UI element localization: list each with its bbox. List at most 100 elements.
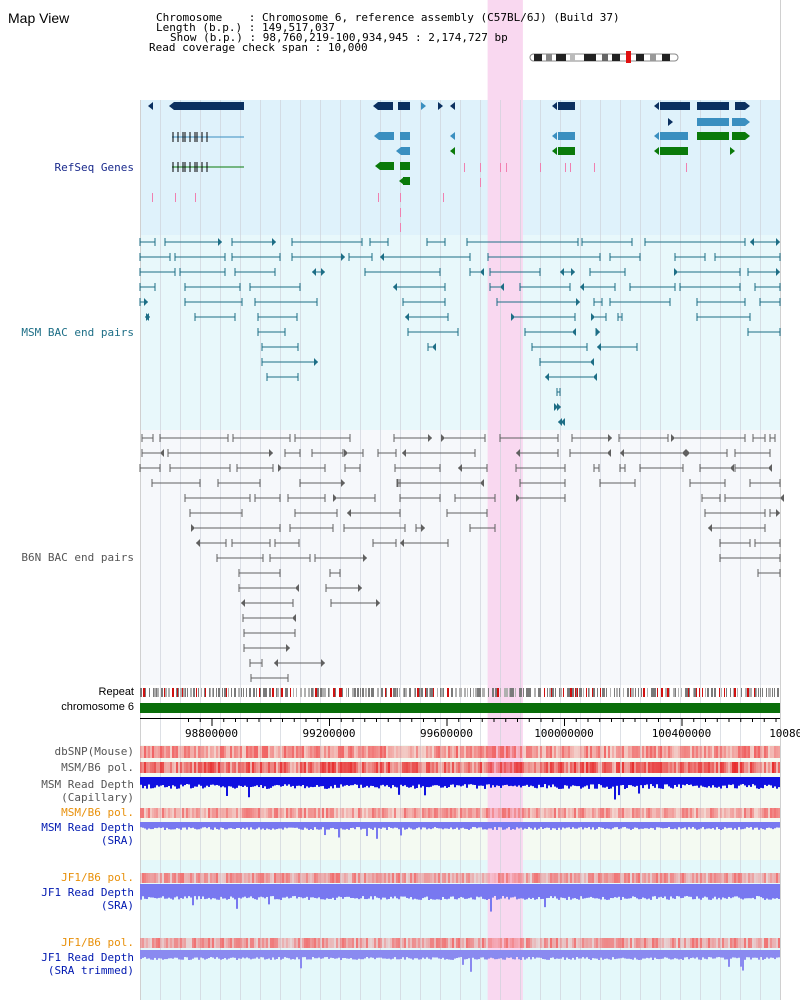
track-label-msm-b6-pol[interactable]: MSM/B6 pol. — [61, 761, 134, 774]
repeat-element — [357, 688, 359, 697]
pol-cell — [676, 873, 678, 883]
depth-bar — [276, 822, 278, 830]
repeat-element — [308, 688, 310, 697]
repeat-element — [506, 688, 508, 697]
pol-cell — [516, 873, 518, 883]
pol-cell — [388, 873, 390, 883]
track-label-msm-bac[interactable]: MSM BAC end pairs — [21, 326, 134, 339]
track-label-msm-b6-pol-2[interactable]: MSM/B6 pol. — [61, 806, 134, 819]
gene-arrow — [745, 132, 750, 140]
pol-cell — [534, 808, 536, 818]
ideogram-band — [612, 54, 620, 61]
track-label-jf1-depth-trimmed[interactable]: JF1 Read Depth (SRA trimmed) — [41, 951, 134, 977]
pol-cell — [456, 808, 458, 818]
track-label-b6n-bac[interactable]: B6N BAC end pairs — [21, 551, 134, 564]
depth-bar — [528, 884, 530, 898]
pol-cell — [310, 808, 312, 818]
pol-cell — [152, 873, 154, 883]
pol-cell — [256, 873, 258, 883]
depth-bar — [754, 777, 756, 786]
track-label-jf1-pol-2[interactable]: JF1/B6 pol. — [61, 936, 134, 949]
pol-cell — [218, 938, 220, 948]
pol-cell — [610, 746, 612, 758]
pol-cell — [300, 746, 302, 758]
pol-cell — [188, 873, 190, 883]
depth-bar — [366, 822, 368, 837]
track-label-msm-depth-capillary[interactable]: MSM Read Depth (Capillary) — [41, 778, 134, 804]
depth-bar — [684, 822, 686, 828]
pol-cell — [746, 762, 748, 773]
depth-bar — [230, 822, 232, 829]
depth-bar — [404, 950, 406, 960]
depth-bar — [334, 950, 336, 959]
repeat-element — [534, 688, 536, 697]
pol-cell — [250, 938, 252, 948]
info-show: Show (b.p.) : 98,760,219-100,934,945 : 2… — [170, 32, 508, 43]
pol-cell — [494, 808, 496, 818]
depth-bar — [580, 884, 582, 897]
pol-cell — [404, 762, 406, 773]
repeat-element — [333, 688, 335, 697]
pol-cell — [194, 938, 196, 948]
depth-bar — [208, 777, 210, 787]
pol-cell — [152, 762, 154, 773]
pol-cell — [188, 746, 190, 758]
gene-arrow — [375, 162, 380, 170]
repeat-element — [593, 688, 595, 697]
pol-cell — [316, 808, 318, 818]
pol-cell — [720, 938, 722, 948]
depth-bar — [586, 950, 588, 958]
depth-bar — [260, 777, 262, 786]
pol-cell — [190, 762, 192, 773]
depth-bar — [204, 822, 206, 828]
pol-cell — [206, 762, 208, 773]
track-label-dbsnp[interactable]: dbSNP(Mouse) — [54, 745, 134, 758]
depth-bar — [282, 777, 284, 787]
pol-cell — [462, 938, 464, 948]
track-label-jf1-depth[interactable]: JF1 Read Depth (SRA) — [41, 886, 134, 912]
depth-bar — [176, 777, 178, 789]
pol-cell — [200, 762, 202, 773]
repeat-element — [750, 688, 752, 697]
pol-cell — [190, 808, 192, 818]
repeat-element — [638, 688, 639, 697]
pol-cell — [168, 762, 170, 773]
depth-bar — [666, 777, 668, 785]
pol-cell — [678, 762, 680, 773]
depth-bar — [636, 950, 638, 960]
depth-bar — [638, 950, 640, 960]
depth-bar — [296, 884, 298, 899]
msm-depth-capillary-line1: MSM Read Depth — [41, 778, 134, 791]
pol-cell — [232, 762, 234, 773]
track-label-chromosome[interactable]: chromosome 6 — [61, 701, 134, 713]
repeat-element — [467, 688, 468, 697]
pol-cell — [764, 746, 766, 758]
pol-cell — [578, 938, 580, 948]
depth-bar — [168, 822, 170, 830]
depth-bar — [578, 822, 580, 828]
pol-cell — [272, 808, 274, 818]
pol-cell — [332, 873, 334, 883]
pol-cell — [518, 808, 520, 818]
repeat-element — [352, 688, 354, 697]
pol-cell — [704, 746, 706, 758]
pol-cell — [154, 938, 156, 948]
pol-cell — [458, 938, 460, 948]
track-label-refseq[interactable]: RefSeq Genes — [54, 161, 134, 174]
depth-bar — [728, 777, 730, 785]
pol-cell — [356, 938, 358, 948]
track-label-msm-depth-sra[interactable]: MSM Read Depth (SRA) — [41, 821, 134, 847]
pol-cell — [450, 808, 452, 818]
depth-bar — [634, 884, 636, 897]
repeat-element — [678, 688, 679, 697]
track-label-repeat[interactable]: Repeat — [98, 686, 134, 698]
depth-bar — [518, 822, 520, 829]
info-chromosome-value: Chromosome 6, reference assembly (C57BL/… — [261, 11, 620, 24]
pol-cell — [170, 762, 172, 773]
pol-cell — [684, 938, 686, 948]
pol-cell — [642, 938, 644, 948]
depth-bar — [476, 822, 478, 829]
depth-bar — [262, 822, 264, 829]
track-label-jf1-pol[interactable]: JF1/B6 pol. — [61, 871, 134, 884]
